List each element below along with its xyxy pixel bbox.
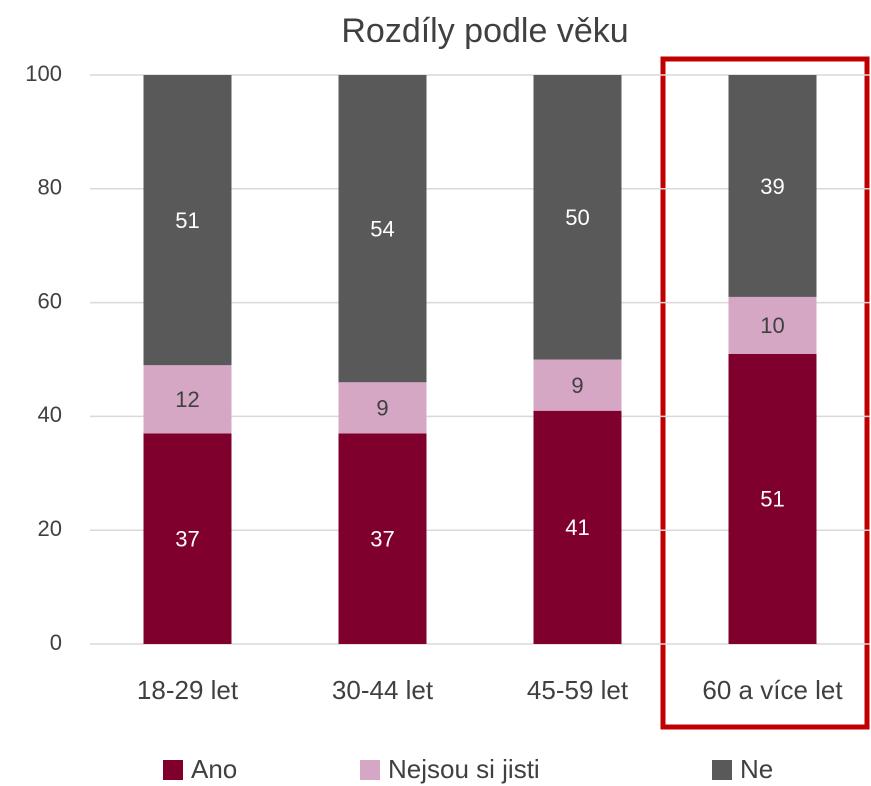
- y-tick-label: 80: [38, 175, 62, 200]
- bar-segment: [143, 433, 232, 644]
- bar-segment: [533, 75, 622, 360]
- bar-segment: [728, 353, 817, 644]
- y-tick-label: 20: [38, 516, 62, 541]
- x-tick-label: 60 a více let: [702, 675, 843, 705]
- bar-segment: [728, 296, 817, 354]
- bar-segment: [143, 365, 232, 434]
- data-label: 37: [175, 527, 199, 552]
- x-tick-label: 18-29 let: [137, 675, 239, 705]
- data-label: 10: [760, 313, 784, 338]
- legend-swatch: [712, 760, 732, 780]
- x-tick-label: 30-44 let: [332, 675, 434, 705]
- highlight-box: [660, 56, 870, 730]
- legend-label: Nejsou si jisti: [388, 754, 540, 784]
- bar-segment: [533, 359, 622, 411]
- legend-label: Ne: [740, 754, 773, 784]
- legend-swatch: [163, 760, 183, 780]
- bar-segment: [143, 75, 232, 366]
- data-label: 39: [760, 174, 784, 199]
- legend-label: Ano: [191, 754, 237, 784]
- bar-segment: [533, 410, 622, 644]
- y-tick-label: 40: [38, 402, 62, 427]
- y-tick-label: 0: [50, 630, 62, 655]
- bar-segment: [728, 75, 817, 297]
- data-label: 51: [760, 487, 784, 512]
- chart-title: Rozdíly podle věku: [341, 12, 628, 50]
- bar-segment: [338, 75, 427, 383]
- bar-segment: [338, 433, 427, 644]
- data-label: 41: [565, 515, 589, 540]
- data-label: 9: [376, 396, 388, 421]
- bar-segment: [338, 382, 427, 434]
- data-label: 37: [370, 527, 394, 552]
- y-tick-label: 100: [25, 61, 62, 86]
- y-tick-label: 60: [38, 288, 62, 313]
- data-label: 51: [175, 208, 199, 233]
- legend-swatch: [360, 760, 380, 780]
- data-label: 12: [175, 387, 199, 412]
- x-tick-label: 45-59 let: [527, 675, 629, 705]
- data-label: 54: [370, 216, 394, 241]
- data-label: 9: [571, 373, 583, 398]
- data-label: 50: [565, 205, 589, 230]
